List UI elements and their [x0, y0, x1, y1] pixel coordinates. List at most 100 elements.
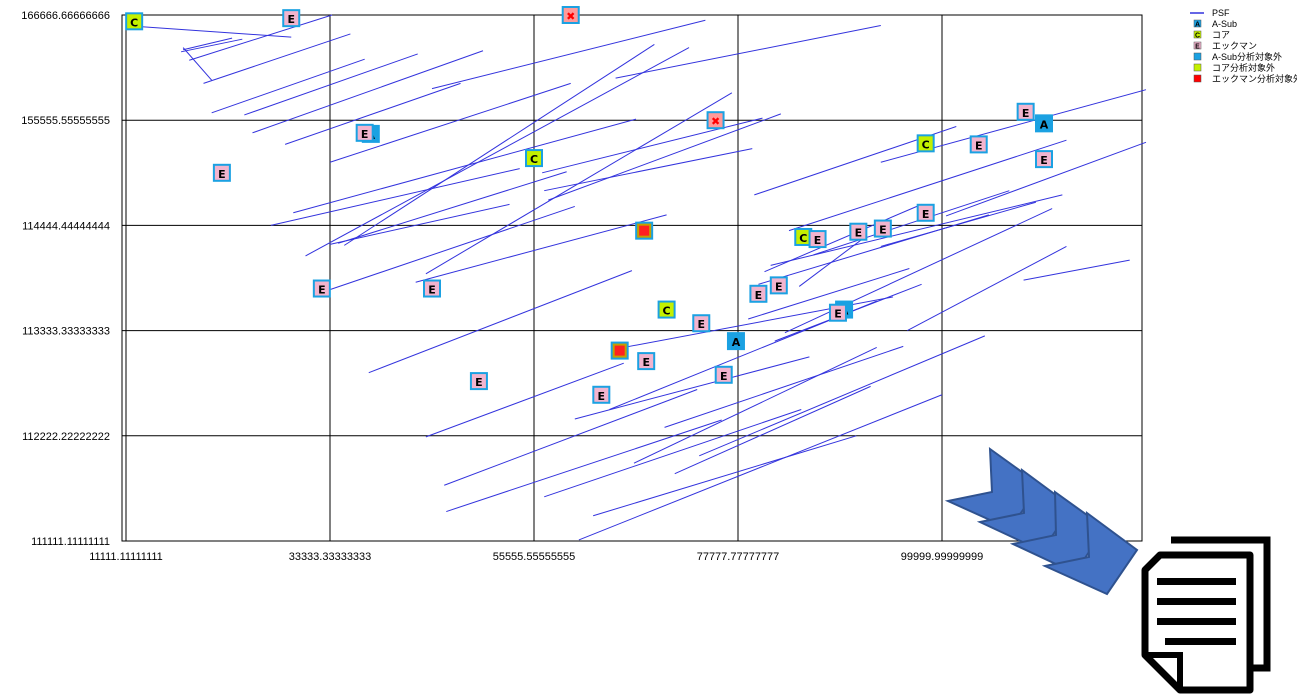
psf-line-segment	[182, 47, 213, 81]
svg-text:E: E	[975, 139, 983, 152]
psf-line-segment	[699, 335, 986, 457]
psf-line-segment	[293, 118, 637, 214]
svg-text:E: E	[475, 376, 483, 389]
x-tick-label: 11111.11111111	[89, 551, 163, 563]
svg-text:E: E	[218, 168, 226, 181]
legend-label: コア分析対象外	[1212, 62, 1275, 73]
svg-text:C: C	[799, 232, 807, 245]
psf-line-segment	[329, 203, 510, 245]
svg-text:C: C	[663, 305, 671, 318]
svg-text:E: E	[1022, 107, 1030, 120]
data-point-marker: E	[916, 203, 935, 222]
data-point-marker: E	[212, 163, 231, 182]
data-point-marker: E	[469, 372, 488, 391]
data-point-marker: E	[873, 219, 892, 238]
data-point-marker: ✖	[561, 6, 580, 24]
legend-label: コア	[1212, 30, 1230, 40]
data-point-marker: E	[1035, 150, 1053, 169]
data-point-marker: E	[714, 365, 733, 384]
svg-text:E: E	[922, 208, 930, 221]
psf-line-segment	[252, 50, 484, 134]
psf-line-segment	[788, 139, 1067, 232]
legend-label: エックマン分析対象外	[1212, 73, 1297, 84]
psf-line-segment	[183, 37, 233, 51]
y-tick-label: 166666.66666666	[21, 10, 110, 22]
svg-text:A: A	[732, 336, 741, 349]
data-point-marker: E	[637, 352, 656, 371]
psf-line-segment	[425, 362, 624, 438]
x-tick-label: 77777.77777777	[697, 551, 780, 563]
svg-text:E: E	[698, 318, 706, 331]
psf-line-segment	[211, 58, 365, 114]
psf-line-segment	[945, 141, 1147, 217]
y-tick-label: 113333.33333333	[22, 326, 110, 338]
svg-text:E: E	[318, 284, 326, 297]
legend-label: A-Sub分析対象外	[1212, 51, 1282, 62]
psf-line-segment	[593, 435, 857, 517]
svg-text:E: E	[428, 284, 436, 297]
psf-line-segment	[615, 25, 881, 79]
data-point-marker: E	[423, 279, 441, 298]
svg-text:E: E	[642, 356, 650, 369]
psf-line-segment	[338, 171, 567, 244]
data-point-marker: C	[657, 300, 676, 319]
psf-line-segment	[798, 235, 867, 287]
svg-text:E: E	[287, 13, 295, 26]
legend-label: エックマン	[1212, 41, 1257, 51]
psf-line-segment	[444, 389, 698, 486]
psf-line-segment	[368, 270, 633, 374]
psf-lines	[140, 14, 1147, 541]
legend-item: C コア	[1193, 30, 1230, 40]
svg-text:C: C	[922, 138, 930, 151]
psf-line-segment	[446, 419, 722, 513]
svg-text:E: E	[755, 289, 763, 302]
svg-text:E: E	[879, 224, 887, 237]
data-point-marker: C	[125, 12, 144, 31]
svg-text:E: E	[598, 390, 606, 403]
psf-line-segment	[305, 47, 690, 257]
data-point-marker: E	[849, 222, 868, 241]
legend-item: A A-Sub	[1193, 19, 1237, 29]
svg-text:E: E	[814, 234, 822, 247]
svg-text:C: C	[530, 153, 538, 166]
psf-line-segment	[813, 190, 1010, 256]
data-point-marker: E	[749, 284, 768, 303]
data-point-marker: E	[769, 276, 788, 295]
y-tick-label: 111111.11111111	[31, 536, 110, 548]
data-point-marker	[635, 221, 654, 240]
svg-text:E: E	[775, 280, 783, 293]
legend-label: A-Sub	[1212, 19, 1237, 29]
legend-item: PSF	[1190, 8, 1230, 18]
x-axis-ticks: 11111.11111111 33333.33333333 55555.555555…	[89, 551, 983, 563]
svg-text:A: A	[1040, 118, 1049, 131]
plot-area	[121, 14, 1143, 542]
psf-line-segment	[748, 268, 910, 320]
psf-line-segment	[1023, 259, 1130, 281]
data-point-marker: E	[592, 385, 611, 404]
data-point-marker: E	[692, 314, 711, 333]
psf-line-segment	[317, 205, 575, 295]
psf-line-segment	[544, 148, 753, 192]
psf-line-segment	[415, 214, 667, 283]
data-point-marker: E	[355, 123, 374, 142]
y-axis-ticks: 111111.11111111 112222.22222222 113333.333…	[21, 10, 110, 548]
x-tick-label: 33333.33333333	[289, 551, 372, 563]
psf-line-segment	[574, 356, 810, 420]
data-point-marker: E	[1016, 102, 1035, 121]
psf-line-segment	[140, 26, 292, 38]
y-tick-label: 155555.55555555	[21, 115, 110, 127]
psf-line-segment	[907, 245, 1067, 332]
data-point-marker: A	[1035, 114, 1053, 133]
x-tick-label: 99999.99999999	[901, 551, 984, 563]
svg-text:E: E	[361, 128, 369, 141]
y-tick-label: 114444.44444444	[22, 220, 110, 232]
svg-text:E: E	[720, 370, 728, 383]
svg-text:✖: ✖	[1194, 75, 1201, 84]
psf-line-segment	[544, 409, 802, 498]
data-point-marker: C	[525, 149, 543, 168]
psf-line-segment	[633, 346, 877, 464]
data-point-marker: C	[794, 227, 813, 246]
data-point-marker: A	[726, 332, 745, 351]
